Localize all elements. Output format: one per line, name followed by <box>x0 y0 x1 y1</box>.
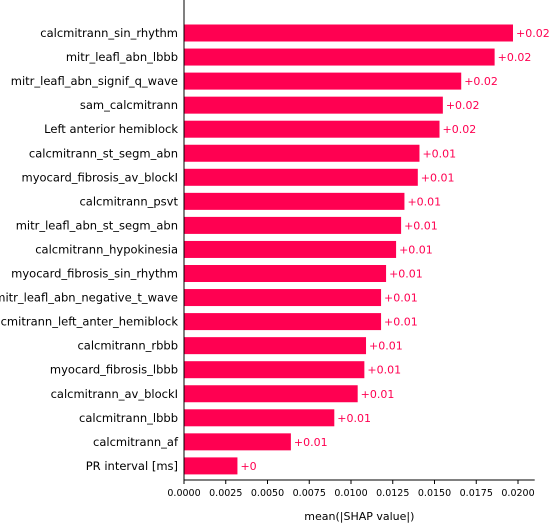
bar-14 <box>184 361 365 379</box>
bar-12 <box>184 313 382 331</box>
category-label-1: mitr_leafl_abn_lbbb <box>66 50 178 64</box>
bar-11 <box>184 289 382 307</box>
value-label-6: +0.01 <box>421 171 455 184</box>
bar-17 <box>184 433 291 451</box>
category-label-14: myocard_fibrosis_lbbb <box>50 363 178 377</box>
category-label-12: calcmitrann_left_anter_hemiblock <box>0 315 178 329</box>
category-label-8: mitr_leafl_abn_st_segm_abn <box>16 218 178 232</box>
bar-7 <box>184 192 405 210</box>
bar-0 <box>184 24 513 42</box>
category-label-5: calcmitrann_st_segm_abn <box>29 146 178 160</box>
value-label-11: +0.01 <box>384 292 418 305</box>
x-axis: 0.0000 0.0025 0.0050 0.0075 0.0100 0.0125 0.01… <box>167 479 535 499</box>
value-label-15: +0.01 <box>361 388 395 401</box>
value-label-9: +0.01 <box>399 243 433 256</box>
value-label-17: +0.01 <box>294 436 328 449</box>
bar-5 <box>184 144 420 162</box>
x-tick-label-5: 0.0125 <box>376 488 409 499</box>
bar-9 <box>184 240 397 258</box>
category-label-11: mitr_leafl_abn_negative_t_wave <box>0 291 178 305</box>
x-tick-label-0: 0.0000 <box>167 488 200 499</box>
x-tick-label-8: 0.0200 <box>501 488 534 499</box>
category-label-6: myocard_fibrosis_av_blockI <box>22 170 178 184</box>
x-tick-label-6: 0.0150 <box>418 488 451 499</box>
value-label-3: +0.02 <box>446 99 480 112</box>
value-label-8: +0.01 <box>404 219 438 232</box>
category-label-10: myocard_fibrosis_sin_rhythm <box>11 267 178 281</box>
category-label-13: calcmitrann_rbbb <box>77 339 178 353</box>
x-tick-label-4: 0.0100 <box>334 488 367 499</box>
value-label-7: +0.01 <box>407 195 441 208</box>
bar-8 <box>184 216 402 234</box>
x-tick-label-2: 0.0050 <box>251 488 284 499</box>
value-label-4: +0.02 <box>443 123 477 136</box>
bar-16 <box>184 409 335 427</box>
labels-layer: calcmitrann_sin_rhythm +0.02 mitr_leafl_ab… <box>0 26 550 473</box>
x-tick-label-7: 0.0175 <box>460 488 493 499</box>
bar-15 <box>184 385 358 403</box>
category-label-16: calcmitrann_lbbb <box>79 411 178 425</box>
category-label-9: calcmitrann_hypokinesia <box>35 242 178 256</box>
bar-18 <box>184 457 238 475</box>
value-label-2: +0.02 <box>464 75 498 88</box>
value-label-10: +0.01 <box>389 268 423 281</box>
x-axis-title: mean(|SHAP value|) <box>304 510 414 523</box>
category-label-0: calcmitrann_sin_rhythm <box>40 26 178 40</box>
bars-layer <box>184 24 513 475</box>
bar-6 <box>184 168 418 186</box>
x-tick-label-1: 0.0025 <box>209 488 242 499</box>
value-label-0: +0.02 <box>516 27 550 40</box>
category-label-4: Left anterior hemiblock <box>44 122 178 136</box>
bar-13 <box>184 337 367 355</box>
bar-4 <box>184 120 440 138</box>
value-label-1: +0.02 <box>498 51 532 64</box>
value-label-18: +0 <box>240 460 256 473</box>
value-label-12: +0.01 <box>384 316 418 329</box>
x-tick-label-3: 0.0075 <box>293 488 326 499</box>
value-label-16: +0.01 <box>337 412 371 425</box>
category-label-7: calcmitrann_psvt <box>79 194 178 208</box>
value-label-14: +0.01 <box>367 364 401 377</box>
category-label-17: calcmitrann_af <box>93 435 179 449</box>
value-label-13: +0.01 <box>369 340 403 353</box>
bar-1 <box>184 48 495 66</box>
category-label-3: sam_calcmitrann <box>80 98 178 112</box>
bar-2 <box>184 72 462 90</box>
category-label-18: PR interval [ms] <box>86 459 178 473</box>
category-label-2: mitr_leafl_abn_signif_q_wave <box>11 74 178 88</box>
bar-3 <box>184 96 443 114</box>
bar-10 <box>184 265 387 282</box>
value-label-5: +0.01 <box>422 147 456 160</box>
category-label-15: calcmitrann_av_blockI <box>51 387 178 401</box>
